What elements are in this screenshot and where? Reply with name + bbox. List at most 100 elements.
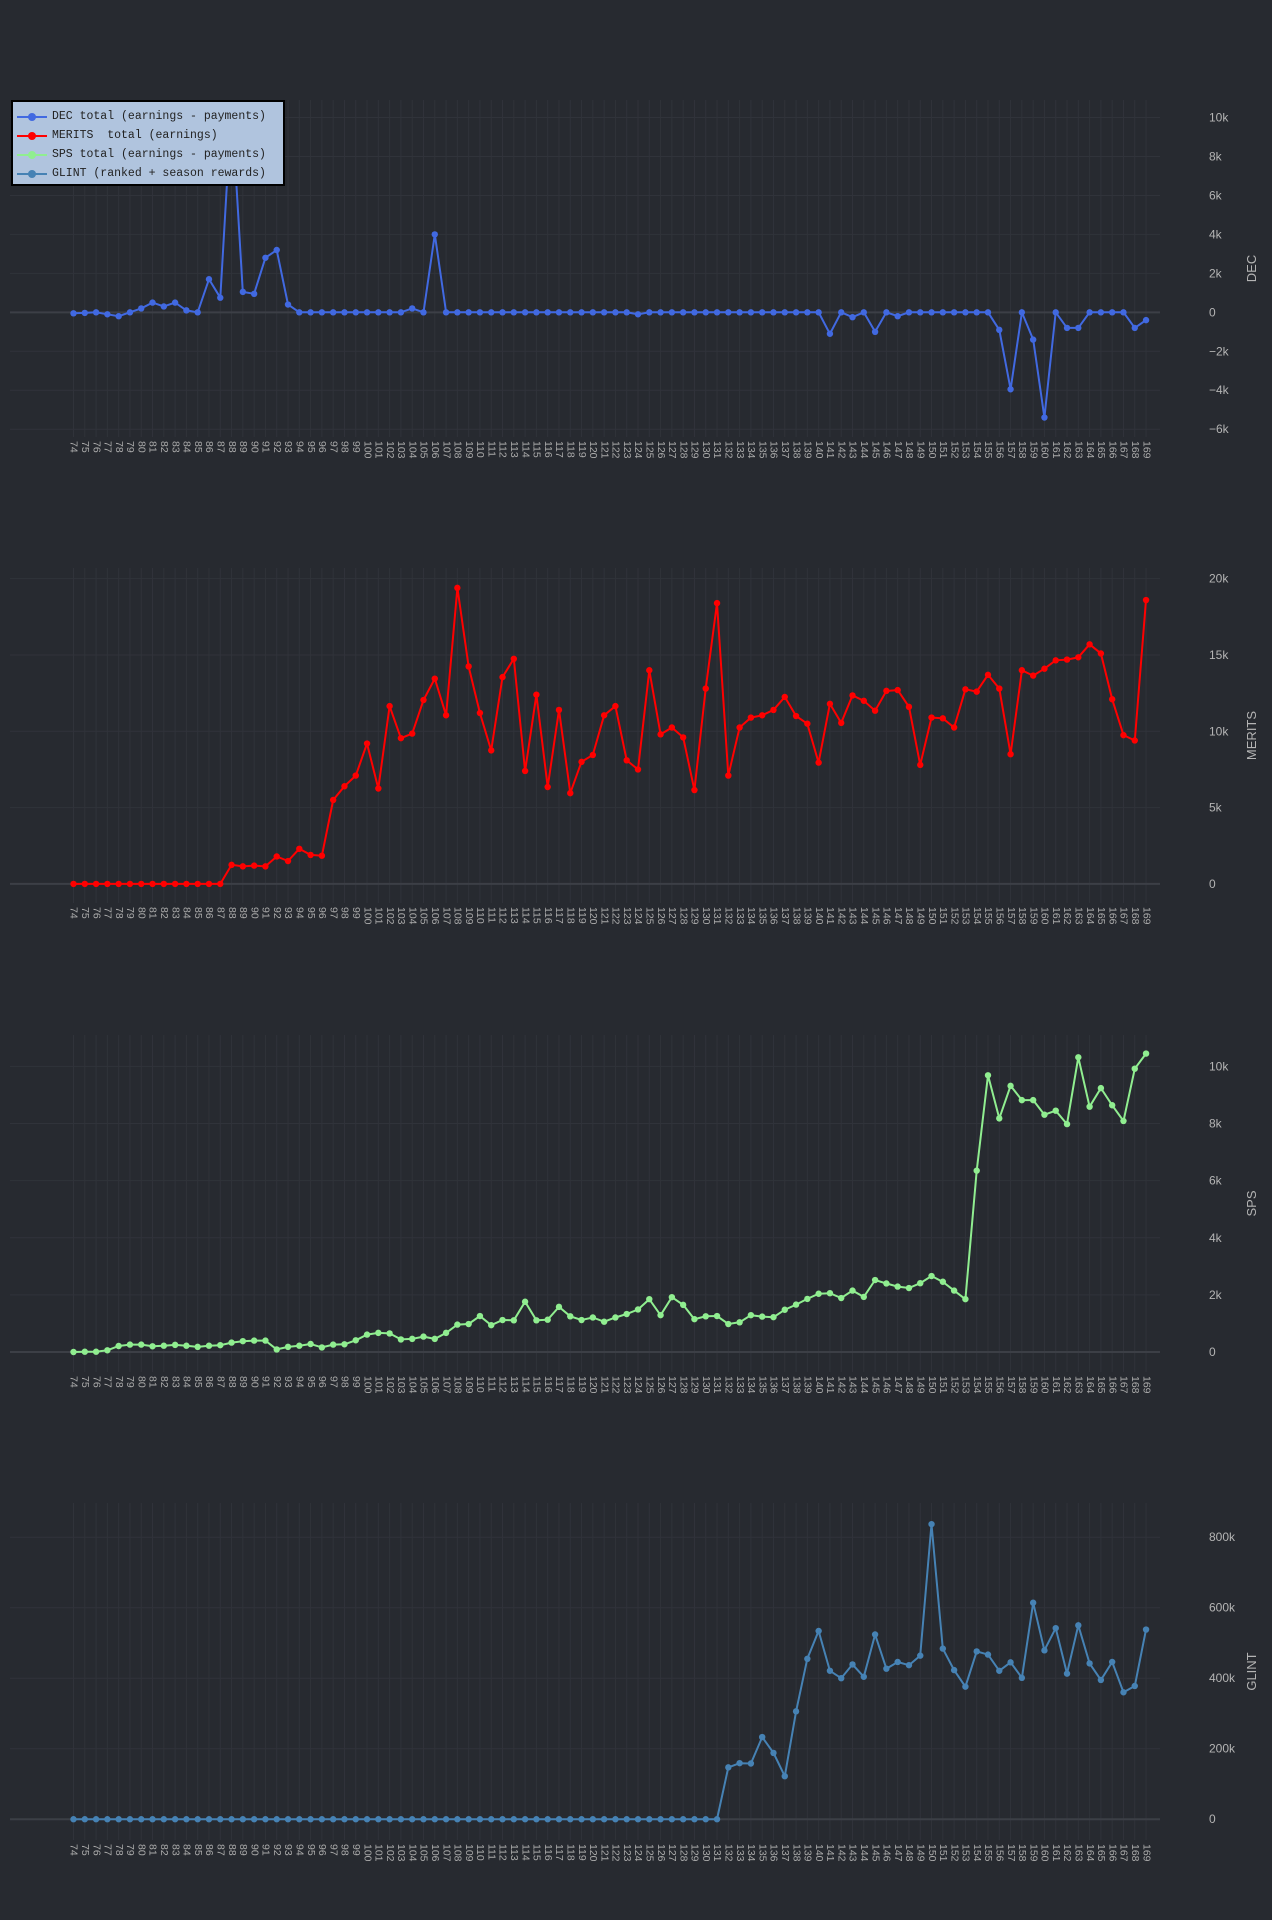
x-tick-label: 148 <box>903 907 915 925</box>
data-point <box>296 309 303 316</box>
data-point <box>567 1816 574 1823</box>
data-point <box>1086 309 1093 316</box>
data-point <box>634 1816 642 1823</box>
data-point <box>736 1759 743 1767</box>
data-point <box>533 1317 540 1324</box>
data-point <box>307 851 314 859</box>
x-tick-label: 146 <box>881 441 893 459</box>
data-point <box>1041 1111 1048 1118</box>
data-point <box>250 862 258 869</box>
data-point <box>849 692 856 699</box>
data-point <box>1007 1082 1014 1090</box>
legend-item-sps[interactable]: SPS total (earnings - payments) <box>17 145 283 164</box>
data-point <box>1097 1084 1105 1092</box>
data-point <box>92 880 100 888</box>
x-tick-label: 136 <box>768 441 780 459</box>
x-tick-label: 106 <box>429 907 441 925</box>
x-tick-label: 158 <box>1016 441 1028 459</box>
data-point <box>894 1283 901 1290</box>
x-tick-label: 126 <box>655 1844 667 1862</box>
x-tick-label: 97 <box>327 441 339 453</box>
data-point <box>250 1337 258 1344</box>
x-tick-label: 77 <box>102 1376 114 1388</box>
legend-item-dec[interactable]: DEC total (earnings - payments) <box>17 107 283 126</box>
x-tick-label: 104 <box>406 1844 418 1862</box>
data-point <box>70 1816 77 1823</box>
x-tick-label: 164 <box>1084 1844 1096 1862</box>
data-point <box>183 880 190 888</box>
x-tick-label: 113 <box>508 1844 520 1861</box>
data-point <box>917 1652 924 1659</box>
data-point <box>352 1337 359 1344</box>
data-point <box>250 1816 258 1823</box>
data-point <box>273 1816 280 1823</box>
data-point <box>1108 696 1116 703</box>
x-tick-label: 128 <box>677 1376 689 1394</box>
x-tick-label: 114 <box>519 441 531 458</box>
x-tick-label: 153 <box>960 441 972 459</box>
x-tick-label: 155 <box>982 441 994 459</box>
x-tick-label: 134 <box>745 907 757 925</box>
data-point <box>770 706 777 714</box>
data-point <box>397 1336 405 1343</box>
data-point <box>454 309 461 316</box>
data-point <box>668 1816 676 1823</box>
x-tick-label: 96 <box>316 441 328 453</box>
data-point <box>758 309 766 316</box>
data-point <box>284 1816 292 1823</box>
data-point <box>171 880 179 888</box>
data-point <box>544 309 551 316</box>
legend-label: DEC total (earnings - payments) <box>52 110 266 123</box>
x-tick-label: 102 <box>384 1376 396 1394</box>
x-tick-label: 118 <box>564 1376 576 1393</box>
data-point <box>713 1816 721 1823</box>
data-point <box>950 724 958 731</box>
data-point <box>262 863 269 870</box>
legend-item-glint[interactable]: GLINT (ranked + season rewards) <box>17 164 283 183</box>
data-point <box>239 288 247 296</box>
data-point <box>1041 1647 1048 1654</box>
x-tick-label: 129 <box>689 1844 701 1862</box>
x-tick-label: 101 <box>373 441 385 459</box>
data-point <box>544 1816 551 1823</box>
data-point <box>205 880 213 888</box>
x-tick-label: 89 <box>237 1844 249 1856</box>
data-point <box>521 767 529 775</box>
data-point <box>679 1816 687 1823</box>
x-tick-label: 90 <box>248 1376 260 1388</box>
data-point <box>352 1816 359 1823</box>
x-tick-label: 116 <box>542 1376 554 1393</box>
data-point <box>126 1341 134 1348</box>
y-tick-label: 2k <box>1209 266 1223 280</box>
x-tick-label: 147 <box>892 441 904 459</box>
x-tick-label: 112 <box>497 1376 509 1393</box>
data-point <box>138 1341 145 1348</box>
legend-item-merits[interactable]: MERITS total (earnings) <box>17 126 283 145</box>
data-point <box>92 1816 100 1823</box>
data-point <box>792 1708 800 1715</box>
x-tick-label: 138 <box>790 1376 802 1394</box>
data-point <box>70 1348 77 1356</box>
x-tick-label: 83 <box>169 1376 181 1388</box>
x-tick-label: 158 <box>1016 1844 1028 1862</box>
x-tick-label: 156 <box>993 441 1005 459</box>
data-point <box>600 309 608 316</box>
x-tick-label: 132 <box>723 1376 735 1394</box>
data-point <box>329 1816 337 1823</box>
x-tick-label: 108 <box>452 441 464 459</box>
x-tick-label: 95 <box>305 1376 317 1388</box>
data-point <box>589 751 597 759</box>
data-point <box>815 759 822 766</box>
x-tick-label: 92 <box>271 1376 283 1388</box>
x-tick-label: 74 <box>68 1844 80 1856</box>
x-tick-label: 163 <box>1073 1844 1085 1862</box>
x-tick-label: 99 <box>350 1844 362 1856</box>
data-point <box>973 1648 980 1655</box>
data-point <box>262 254 269 261</box>
x-tick-label: 140 <box>813 1376 825 1394</box>
data-point <box>1108 1658 1116 1666</box>
data-point <box>1007 386 1014 393</box>
x-tick-label: 163 <box>1073 907 1085 925</box>
data-point <box>420 1816 427 1823</box>
